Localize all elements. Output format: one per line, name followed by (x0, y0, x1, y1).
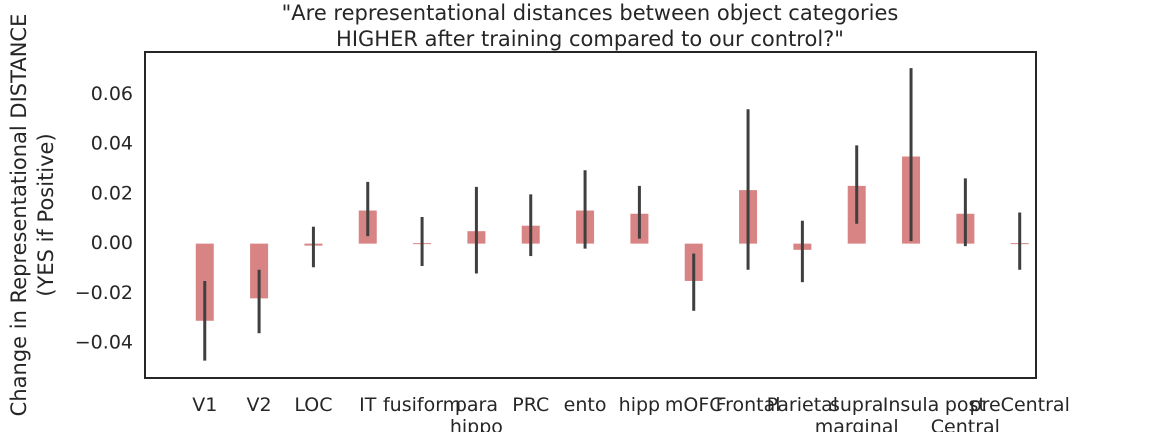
x-tick-label: PRC (512, 394, 549, 416)
x-tick-label: LOC (294, 394, 332, 416)
chart-title: "Are representational distances between … (282, 1, 899, 51)
x-tick-label: marginal (815, 416, 899, 432)
title-line: HIGHER after training compared to our co… (336, 27, 844, 51)
x-tick-label: Insula (883, 394, 940, 416)
bars (195, 156, 1029, 321)
x-tick-label: post (945, 394, 986, 416)
y-tick-label: 0.06 (91, 83, 133, 105)
x-tick-label: ento (564, 394, 607, 416)
x-tick-label: IT (359, 394, 377, 416)
x-tick-label: V1 (192, 394, 217, 416)
x-tick-label: V2 (247, 394, 272, 416)
x-tick-label: hippo (450, 416, 503, 432)
ylabel-line: (YES if Positive) (34, 133, 58, 296)
y-tick-label: 0.02 (91, 182, 133, 204)
plot-frame (144, 51, 1037, 379)
x-tick-label: mOFC (665, 394, 723, 416)
y-tick-label: −0.04 (75, 332, 133, 354)
x-tick-label: Central (931, 416, 1000, 432)
x-tick-label: Frontal (716, 394, 781, 416)
y-tick-label: 0.00 (91, 232, 133, 254)
ylabel-line: Change in Representational DISTANCE (7, 14, 31, 417)
x-tick-label: para (455, 394, 498, 416)
y-axis-label: Change in Representational DISTANCE (YES … (7, 14, 58, 417)
y-tick-labels: −0.04 −0.02 0.00 0.02 0.04 0.06 (75, 83, 133, 354)
x-tick-label: Parietal (767, 394, 838, 416)
y-tick-label: −0.02 (75, 282, 133, 304)
y-tick-label: 0.04 (91, 133, 133, 155)
x-tick-label: hipp (619, 394, 660, 416)
error-bars (203, 68, 1022, 361)
x-tick-label: fusiform (383, 394, 461, 416)
x-tick-label: supra (830, 394, 883, 416)
x-tick-label: preCentral (970, 394, 1070, 416)
title-line: "Are representational distances between … (282, 1, 899, 25)
